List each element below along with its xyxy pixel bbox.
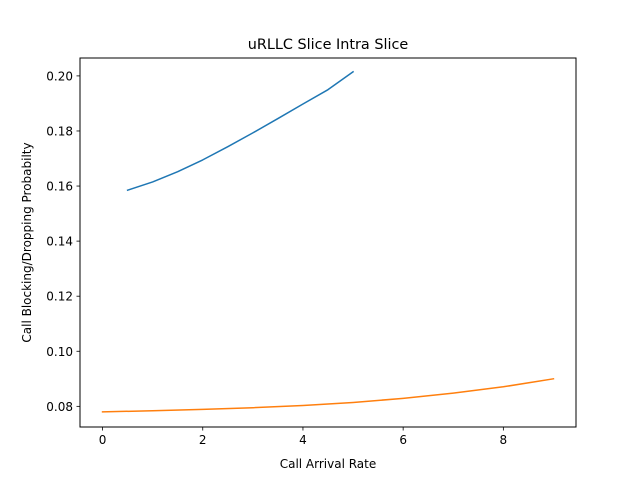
y-axis-label: Call Blocking/Dropping Probabilty bbox=[20, 142, 34, 342]
x-tick-label: 6 bbox=[399, 433, 407, 447]
series-line-2 bbox=[101, 377, 555, 413]
y-tick-label: 0.20 bbox=[46, 69, 73, 83]
y-tick-label: 0.10 bbox=[46, 345, 73, 359]
series-line-1 bbox=[126, 70, 355, 192]
plot-area bbox=[101, 70, 555, 413]
x-tick-label: 0 bbox=[99, 433, 107, 447]
y-tick-label: 0.16 bbox=[46, 180, 73, 194]
x-tick-label: 2 bbox=[199, 433, 207, 447]
x-tick-label: 8 bbox=[500, 433, 508, 447]
y-tick-label: 0.14 bbox=[46, 235, 73, 249]
y-axis: 0.08 0.10 0.12 0.14 0.16 0.18 0.20 bbox=[46, 69, 80, 414]
axes-frame bbox=[79, 57, 577, 428]
y-tick-label: 0.18 bbox=[46, 124, 73, 138]
x-axis: 0 2 4 6 8 bbox=[99, 427, 507, 447]
x-axis-label: Call Arrival Rate bbox=[280, 457, 377, 471]
chart-title: uRLLC Slice Intra Slice bbox=[248, 37, 409, 53]
x-tick-label: 4 bbox=[299, 433, 307, 447]
y-tick-label: 0.08 bbox=[46, 400, 73, 414]
y-tick-label: 0.12 bbox=[46, 290, 73, 304]
